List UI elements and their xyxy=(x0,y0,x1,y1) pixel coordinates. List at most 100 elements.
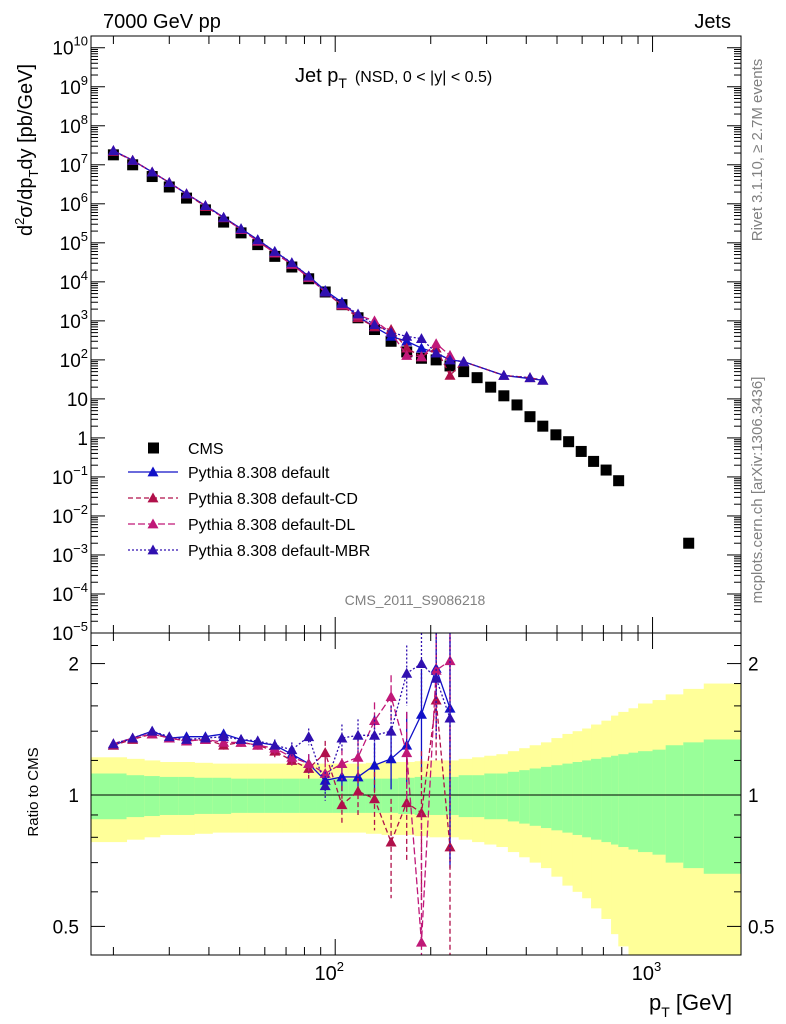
uncertainty-band-inner xyxy=(144,776,161,817)
uncertainty-band-inner xyxy=(551,765,563,831)
mc-point xyxy=(146,166,158,177)
mc-point xyxy=(537,374,549,385)
cms-point xyxy=(550,429,562,441)
cms-point xyxy=(458,366,470,378)
cms-point xyxy=(146,171,158,183)
uncertainty-band-inner xyxy=(496,773,509,820)
ratio-point xyxy=(401,667,413,678)
uncertainty-band-inner xyxy=(562,763,574,833)
uncertainty-band-inner xyxy=(611,755,619,845)
cms-point xyxy=(600,464,612,476)
mc-point xyxy=(252,234,264,245)
x-tick-label: 103 xyxy=(632,959,661,985)
uncertainty-band-inner xyxy=(212,777,232,814)
mc-point xyxy=(430,338,442,349)
x-axis-label: pT [GeV] xyxy=(649,990,732,1020)
ratio-y-tick-label-right: 2 xyxy=(748,655,759,676)
mc-point xyxy=(269,245,281,256)
mc-line-4 xyxy=(113,150,543,381)
ratio-y-tick-label: 1 xyxy=(68,786,79,807)
ratio-point xyxy=(369,729,381,740)
uncertainty-band-inner xyxy=(194,777,213,814)
ratio-y-axis-label: Ratio to CMS xyxy=(25,747,42,836)
uncertainty-band-inner xyxy=(618,754,630,848)
mc-point xyxy=(352,308,364,319)
mc-point xyxy=(458,356,470,367)
top-y-tick-label: 1010 xyxy=(52,34,88,60)
ratio-point xyxy=(352,729,364,740)
rivet-label: Rivet 3.1.10, ≥ 2.7M events xyxy=(749,59,766,242)
ratio-point xyxy=(286,744,298,755)
cms-point xyxy=(613,475,625,487)
ratio-point xyxy=(303,731,315,742)
top-y-tick-label: 108 xyxy=(60,112,88,138)
uncertainty-band-inner xyxy=(414,776,430,815)
cms-point xyxy=(471,372,483,384)
mc-point xyxy=(415,333,427,344)
ratio-series-group xyxy=(107,633,456,955)
ratio-point xyxy=(415,936,427,947)
ratio-y-tick-label-right: 0.5 xyxy=(748,917,774,938)
legend-label: Pythia 8.308 default-MBR xyxy=(188,543,370,560)
top-y-tick-label: 102 xyxy=(60,346,88,372)
plot-title-sub: T xyxy=(338,75,347,91)
uncertainty-band-inner xyxy=(601,757,612,843)
cms-point xyxy=(511,399,523,411)
ratio-point xyxy=(415,807,427,818)
uncertainty-band-inner xyxy=(264,778,283,813)
mc-point xyxy=(369,319,381,330)
cms-point xyxy=(498,390,510,402)
uncertainty-band-inner xyxy=(231,778,249,813)
top-y-tick-label: 106 xyxy=(60,190,88,216)
top-y-axis-label: d2σ/dpTdy [pb/GeV] xyxy=(12,64,41,236)
ratio-point xyxy=(336,771,348,782)
cms-point xyxy=(127,159,139,171)
mc-point xyxy=(498,369,510,380)
mc-line-2 xyxy=(113,150,543,381)
ratio-point xyxy=(385,836,397,847)
ratio-plot-frame xyxy=(90,632,742,956)
cms-point xyxy=(537,420,549,432)
top-y-tick-label: 107 xyxy=(60,151,88,177)
ratio-point xyxy=(286,751,298,762)
top-y-tick-label: 10−4 xyxy=(52,580,88,606)
uncertainty-band-inner xyxy=(652,749,667,855)
mc-point xyxy=(401,342,413,353)
ratio-point xyxy=(319,747,331,758)
x-axis-label-sub: T xyxy=(661,1004,670,1020)
ratio-y-tick-label-right: 1 xyxy=(748,786,759,807)
cms-point xyxy=(588,455,600,467)
ratio-point xyxy=(444,655,456,666)
uncertainty-band-inner xyxy=(683,742,705,869)
legend-label: Pythia 8.308 default-CD xyxy=(188,491,358,508)
uncertainty-band-inner xyxy=(159,776,179,815)
ratio-point xyxy=(336,758,348,769)
mc-point xyxy=(444,369,456,380)
mc-point xyxy=(199,200,211,210)
plot-title-rest: (NSD, 0 < |y| < 0.5) xyxy=(355,69,492,86)
cms-point xyxy=(575,445,587,457)
top-y-tick-label: 1 xyxy=(77,429,88,450)
uncertainty-band-inner xyxy=(582,760,592,838)
cms-point xyxy=(563,436,575,448)
ratio-point xyxy=(303,758,315,769)
ratio-point xyxy=(319,780,331,791)
ratio-point xyxy=(336,732,348,743)
top-y-tick-label: 104 xyxy=(60,268,88,294)
cms-point xyxy=(385,335,397,347)
mc-point xyxy=(218,211,230,222)
top-y-tick-label: 10−3 xyxy=(52,541,88,567)
ratio-point xyxy=(444,712,456,723)
uncertainty-band-inner xyxy=(591,758,602,840)
ratio-plot-area: 2 2 1 1 0.5 0.5 102 103 xyxy=(53,633,774,985)
legend-label: Pythia 8.308 default xyxy=(188,465,330,482)
ratio-point xyxy=(218,731,230,742)
ratio-point xyxy=(235,734,247,744)
ratio-point xyxy=(269,739,281,750)
uncertainty-band-inner xyxy=(282,778,300,813)
mc-point xyxy=(163,177,175,187)
legend-marker xyxy=(147,492,159,503)
top-y-tick-label: 10 xyxy=(67,390,88,411)
uncertainty-band-inner xyxy=(429,776,445,815)
uncertainty-band-inner xyxy=(91,773,128,820)
